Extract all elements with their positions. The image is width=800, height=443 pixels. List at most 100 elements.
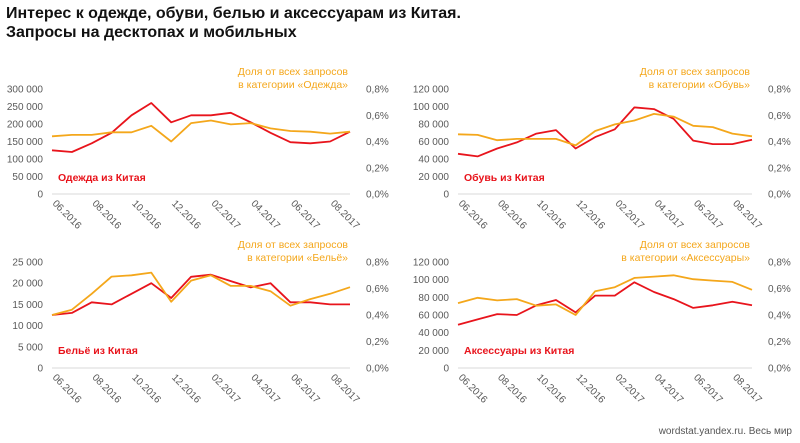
y2-tick-label: 0,8% [366, 85, 389, 96]
y2-tick-label: 0,6% [768, 111, 791, 122]
x-tick-label: 04.2017 [249, 198, 283, 232]
x-tick-label: 10.2016 [129, 372, 163, 406]
y2-tick-label: 0,6% [768, 284, 791, 295]
legend-share-label: Доля от всех запросов [640, 66, 751, 78]
y-tick-label: 0 [443, 190, 449, 201]
y-tick-label: 150 000 [7, 137, 44, 148]
x-tick-label: 12.2016 [169, 198, 203, 232]
y-tick-label: 20 000 [12, 279, 43, 290]
y-tick-label: 40 000 [418, 328, 449, 339]
legend-share-label: Доля от всех запросов [238, 66, 349, 78]
y2-tick-label: 0,8% [366, 258, 389, 269]
y2-tick-label: 0,4% [366, 311, 389, 322]
y-tick-label: 80 000 [418, 293, 449, 304]
y-tick-label: 25 000 [12, 258, 43, 269]
y2-tick-label: 0,0% [768, 364, 791, 375]
x-tick-label: 02.2017 [209, 198, 243, 232]
y-tick-label: 250 000 [7, 102, 44, 113]
x-tick-label: 08.2017 [730, 198, 764, 232]
y-tick-label: 60 000 [418, 137, 449, 148]
x-tick-label: 08.2017 [730, 372, 764, 406]
y-tick-label: 200 000 [7, 120, 44, 131]
x-tick-label: 12.2016 [573, 198, 607, 232]
y-tick-label: 20 000 [418, 346, 449, 357]
y2-tick-label: 0,2% [768, 337, 791, 348]
y-tick-label: 0 [37, 190, 43, 201]
x-tick-label: 10.2016 [129, 198, 163, 232]
source-footer: wordstat.yandex.ru. Весь мир [658, 426, 792, 437]
x-tick-label: 08.2016 [495, 198, 529, 232]
y-tick-label: 15 000 [12, 300, 43, 311]
x-tick-label: 08.2016 [90, 198, 124, 232]
legend-china-label: Одежда из Китая [58, 172, 146, 184]
x-tick-label: 08.2017 [328, 372, 362, 406]
y-tick-label: 100 000 [413, 102, 450, 113]
legend-share-label: Доля от всех запросов [640, 239, 751, 251]
x-tick-label: 04.2017 [652, 198, 686, 232]
chart-subtitle: Запросы на десктопах и мобильных [6, 24, 297, 41]
y-tick-label: 40 000 [418, 155, 449, 166]
y2-tick-label: 0,4% [768, 311, 791, 322]
y2-tick-label: 0,2% [366, 163, 389, 174]
china-series-line [51, 273, 350, 316]
x-tick-label: 02.2017 [613, 198, 647, 232]
y-tick-label: 20 000 [418, 172, 449, 183]
legend-share-label: в категории «Одежда» [238, 79, 348, 91]
y-tick-label: 50 000 [12, 172, 43, 183]
x-tick-label: 06.2017 [288, 198, 322, 232]
x-tick-label: 06.2016 [50, 372, 84, 406]
y2-tick-label: 0,0% [768, 190, 791, 201]
y2-tick-label: 0,6% [366, 284, 389, 295]
x-tick-label: 12.2016 [169, 372, 203, 406]
y-tick-label: 300 000 [7, 85, 44, 96]
y-tick-label: 0 [37, 364, 43, 375]
y-tick-label: 0 [443, 364, 449, 375]
x-tick-label: 12.2016 [573, 372, 607, 406]
y-tick-label: 10 000 [12, 321, 43, 332]
x-tick-label: 02.2017 [209, 372, 243, 406]
y2-tick-label: 0,8% [768, 258, 791, 269]
x-tick-label: 06.2017 [691, 198, 725, 232]
share-series-line [457, 113, 753, 147]
china-series-line [457, 281, 753, 326]
y-tick-label: 100 000 [7, 155, 44, 166]
legend-share-label: в категории «Бельё» [247, 252, 348, 264]
x-tick-label: 04.2017 [249, 372, 283, 406]
y-tick-label: 100 000 [413, 275, 450, 286]
chart-panel-1: 0 50 000 100 000 150 000 200 000 250 000 300 0… [7, 66, 389, 232]
chart-panel-3: 0 5 000 10 000 15 000 20 000 25 000 0,0% 0,2% 0,… [12, 239, 388, 406]
share-series-line [51, 271, 351, 316]
x-tick-label: 08.2017 [328, 198, 362, 232]
chart-panel-4: 0 20 000 40 000 60 000 80 000 100 000 120 000 0… [413, 239, 791, 406]
share-series-line [51, 119, 351, 143]
y-tick-label: 5 000 [18, 342, 43, 353]
share-series-line [457, 274, 753, 316]
y2-tick-label: 0,8% [768, 85, 791, 96]
x-tick-label: 06.2016 [50, 198, 84, 232]
y2-tick-label: 0,2% [768, 163, 791, 174]
x-tick-label: 10.2016 [534, 372, 568, 406]
x-tick-label: 08.2016 [495, 372, 529, 406]
y2-tick-label: 0,4% [768, 137, 791, 148]
x-tick-label: 10.2016 [534, 198, 568, 232]
y-tick-label: 120 000 [413, 258, 450, 269]
x-tick-label: 06.2016 [456, 198, 490, 232]
x-tick-label: 04.2017 [652, 372, 686, 406]
x-tick-label: 06.2017 [691, 372, 725, 406]
y2-tick-label: 0,6% [366, 111, 389, 122]
legend-share-label: в категории «Аксессуары» [621, 252, 750, 264]
legend-china-label: Бельё из Китая [58, 345, 138, 357]
legend-share-label: в категории «Обувь» [649, 79, 750, 91]
y-tick-label: 60 000 [418, 311, 449, 322]
china-series-line [457, 106, 753, 158]
y2-tick-label: 0,0% [366, 190, 389, 201]
y2-tick-label: 0,2% [366, 337, 389, 348]
y-tick-label: 120 000 [413, 85, 450, 96]
chart-title: Интерес к одежде, обуви, белью и аксессу… [6, 5, 461, 22]
y-tick-label: 80 000 [418, 120, 449, 131]
y2-tick-label: 0,0% [366, 364, 389, 375]
x-tick-label: 06.2017 [288, 372, 322, 406]
x-tick-label: 08.2016 [90, 372, 124, 406]
x-tick-label: 06.2016 [456, 372, 490, 406]
